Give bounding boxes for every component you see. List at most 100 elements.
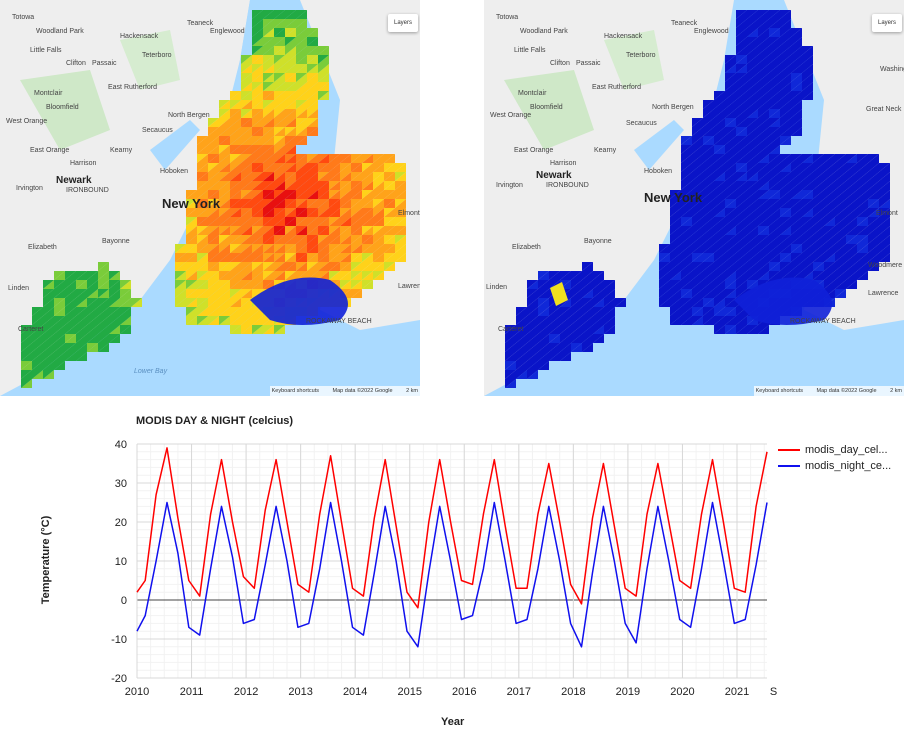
heat-tile	[252, 253, 263, 262]
heat-tile	[714, 91, 725, 100]
heat-tile	[879, 190, 890, 199]
layers-button[interactable]: Layers	[388, 14, 418, 32]
heat-tile	[241, 289, 252, 298]
heat-tile	[241, 253, 252, 262]
heat-tile	[824, 190, 835, 199]
heat-tile	[802, 235, 813, 244]
heat-tile	[736, 280, 747, 289]
heat-tile	[109, 316, 120, 325]
heat-tile	[241, 307, 252, 316]
day-temperature-map[interactable]: Totowa Woodland Park Little Falls Hacken…	[0, 0, 420, 396]
heat-tile	[571, 334, 582, 343]
keyboard-shortcuts-link[interactable]: Keyboard shortcuts	[271, 388, 319, 394]
night-temperature-map[interactable]: Totowa Woodland Park Little Falls Hacken…	[484, 0, 904, 396]
heat-tile	[329, 199, 340, 208]
heat-tile	[197, 217, 208, 226]
heat-tile	[769, 28, 780, 37]
heat-tile	[714, 145, 725, 154]
heat-tile	[791, 208, 802, 217]
heat-tile	[340, 181, 351, 190]
heat-tile	[769, 253, 780, 262]
heat-tile	[252, 316, 263, 325]
heat-tile	[296, 262, 307, 271]
heat-tile	[780, 37, 791, 46]
heat-tile	[54, 352, 65, 361]
heat-tile	[868, 226, 879, 235]
heat-tile	[846, 217, 857, 226]
heat-tile	[879, 244, 890, 253]
heat-tile	[87, 271, 98, 280]
heat-tile	[307, 172, 318, 181]
place-label: East Rutherford	[108, 84, 158, 91]
heat-tile	[879, 199, 890, 208]
heat-tile	[802, 91, 813, 100]
heat-tile	[373, 235, 384, 244]
heat-tile	[758, 262, 769, 271]
legend-item-day[interactable]: modis_day_cel...	[778, 443, 888, 457]
heat-tile	[780, 19, 791, 28]
heat-tile	[263, 226, 274, 235]
heat-tile	[296, 73, 307, 82]
heat-tile	[703, 280, 714, 289]
heat-tile	[252, 28, 263, 37]
heat-tile	[791, 55, 802, 64]
heat-tile	[736, 199, 747, 208]
heat-tile	[725, 127, 736, 136]
heat-tile	[769, 73, 780, 82]
heat-tile	[274, 181, 285, 190]
heat-tile	[549, 307, 560, 316]
heat-tile	[714, 109, 725, 118]
heat-tile	[868, 235, 879, 244]
heat-tile	[868, 208, 879, 217]
heat-tile	[65, 343, 76, 352]
heat-tile	[813, 154, 824, 163]
heat-tile	[692, 289, 703, 298]
heat-tile	[769, 118, 780, 127]
heat-tile	[329, 190, 340, 199]
heat-tile	[758, 217, 769, 226]
heat-tile	[681, 172, 692, 181]
heat-tile	[670, 298, 681, 307]
layers-button[interactable]: Layers	[872, 14, 902, 32]
heat-tile	[285, 136, 296, 145]
heat-tile	[780, 154, 791, 163]
heat-tile	[208, 280, 219, 289]
heat-tile	[307, 109, 318, 118]
heat-tile	[879, 163, 890, 172]
heat-tile	[747, 226, 758, 235]
heat-tile	[285, 19, 296, 28]
heat-tile	[329, 181, 340, 190]
heat-tile	[736, 262, 747, 271]
heat-tile	[857, 154, 868, 163]
heat-tile	[692, 190, 703, 199]
heat-tile	[758, 55, 769, 64]
heat-tile	[274, 10, 285, 19]
heat-tile	[846, 208, 857, 217]
heat-tile	[175, 280, 186, 289]
heat-tile	[98, 343, 109, 352]
heat-tile	[230, 136, 241, 145]
heat-tile	[219, 136, 230, 145]
heat-tile	[813, 217, 824, 226]
place-label: Secaucus	[142, 127, 173, 134]
heat-tile	[285, 253, 296, 262]
heat-tile	[197, 226, 208, 235]
heat-tile	[274, 55, 285, 64]
heat-tile	[791, 127, 802, 136]
heat-tile	[373, 163, 384, 172]
heat-tile	[593, 334, 604, 343]
heat-tile	[219, 199, 230, 208]
heat-tile	[362, 163, 373, 172]
legend-item-night[interactable]: modis_night_ce...	[778, 459, 891, 473]
heat-tile	[769, 10, 780, 19]
heat-tile	[274, 253, 285, 262]
heat-tile	[703, 145, 714, 154]
heat-tile	[21, 370, 32, 379]
heat-tile	[736, 235, 747, 244]
keyboard-shortcuts-link[interactable]: Keyboard shortcuts	[755, 388, 803, 394]
heat-tile	[32, 307, 43, 316]
heat-tile	[835, 190, 846, 199]
heat-tile	[725, 208, 736, 217]
heat-tile	[571, 325, 582, 334]
x-tick-label: 2017	[507, 686, 531, 698]
